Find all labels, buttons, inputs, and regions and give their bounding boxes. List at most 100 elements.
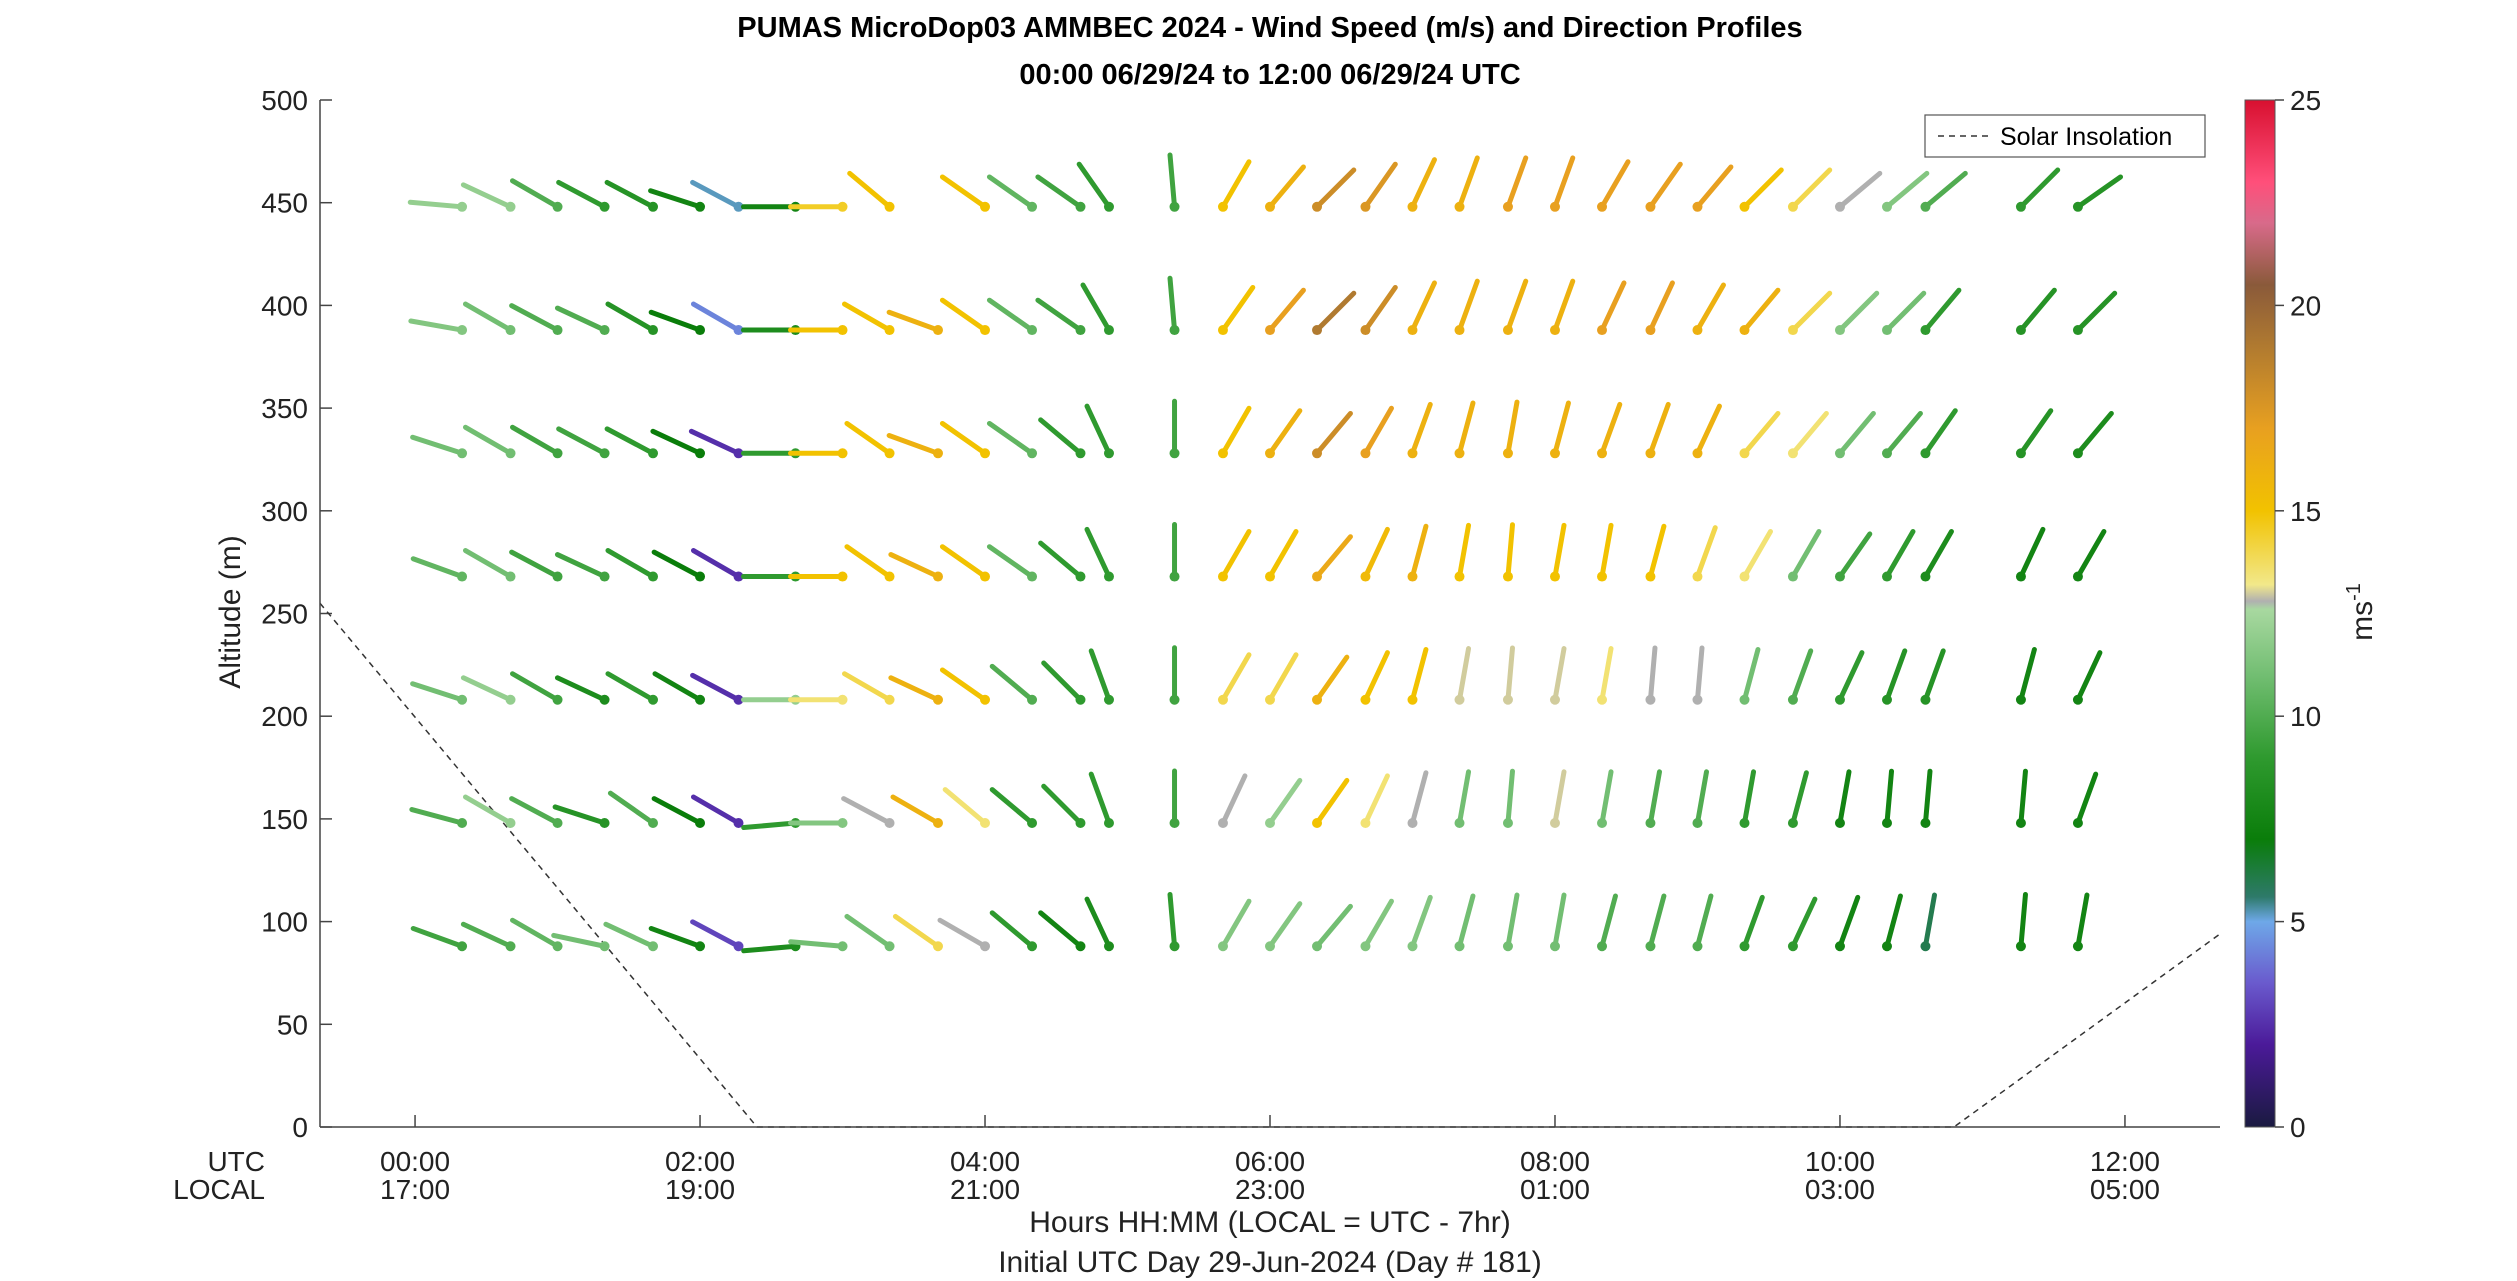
wind-barb	[1597, 769, 1614, 829]
wind-barb	[1084, 896, 1114, 952]
wind-barb-dot	[1645, 818, 1656, 829]
wind-barb	[410, 556, 468, 582]
wind-barb-dot	[1692, 941, 1703, 952]
wind-barb	[1692, 164, 1734, 212]
wind-barb	[1454, 893, 1476, 952]
wind-barb-dot	[1645, 571, 1656, 582]
wind-barb-shaft	[842, 301, 893, 333]
wind-barb-shaft	[2018, 167, 2061, 210]
wind-barb	[605, 671, 659, 705]
colorbar-tick-label: 10	[2290, 701, 2321, 732]
wind-barb-shaft	[1035, 297, 1083, 333]
wind-barb-dot	[648, 201, 659, 212]
wind-barb	[1038, 910, 1086, 952]
wind-barb-shaft	[1362, 284, 1398, 333]
x-tick-label-utc: 12:00	[2090, 1146, 2160, 1177]
wind-barb-shaft	[986, 544, 1035, 580]
wind-barb-dot	[599, 694, 610, 705]
wind-barb-shaft	[892, 913, 941, 949]
wind-barb	[1217, 405, 1252, 459]
wind-barb-dot	[457, 694, 468, 705]
wind-barb-shaft	[556, 426, 608, 456]
wind-barb	[604, 426, 659, 459]
wind-barb-dot	[733, 571, 744, 582]
wind-barb-shaft	[890, 794, 941, 826]
y-tick-label: 50	[277, 1009, 308, 1040]
wind-barb-dot	[1692, 694, 1703, 705]
x-tick-label-local: 21:00	[950, 1174, 1020, 1205]
wind-barb-shaft	[690, 179, 742, 210]
wind-barb	[1407, 647, 1429, 705]
wind-barb-dot	[1103, 201, 1114, 212]
wind-barb	[1169, 768, 1180, 829]
wind-barb-dot	[884, 325, 895, 336]
wind-barb-dot	[1549, 818, 1560, 829]
wind-barb-shaft	[2018, 408, 2054, 456]
wind-barb-dot	[1312, 448, 1323, 459]
wind-barb-dot	[552, 694, 563, 705]
wind-barb-dot	[1920, 818, 1931, 829]
wind-barb-dot	[552, 448, 563, 459]
wind-barb	[2072, 290, 2118, 336]
wind-barb	[1454, 400, 1476, 459]
wind-barb-dot	[1920, 201, 1931, 212]
wind-barb-dot	[1692, 818, 1703, 829]
wind-barb-dot	[1597, 571, 1608, 582]
wind-barb-shaft	[1922, 648, 1946, 703]
wind-barb-shaft	[410, 681, 465, 703]
wind-barb-shaft	[788, 939, 846, 949]
wind-barb-shaft	[1314, 290, 1357, 333]
wind-barb-dot	[1454, 941, 1465, 952]
wind-barb-shaft	[886, 433, 941, 456]
wind-barb-shaft	[1409, 401, 1433, 456]
wind-barb-shaft	[1267, 408, 1303, 456]
wind-barb	[1360, 405, 1394, 459]
wind-barb	[554, 675, 610, 705]
wind-barb-dot	[1075, 694, 1086, 705]
wind-barb-shaft	[509, 796, 561, 826]
wind-barb-dot	[884, 571, 895, 582]
wind-barb-shaft	[1267, 164, 1306, 210]
wind-barb	[1834, 650, 1865, 705]
wind-barb	[509, 303, 563, 336]
wind-barb-dot	[2015, 201, 2026, 212]
wind-barb-shaft	[460, 182, 514, 210]
wind-barb-dot	[552, 941, 563, 952]
wind-barb-shaft	[1362, 650, 1390, 703]
wind-barb-dot	[1739, 694, 1750, 705]
wind-barb	[1645, 161, 1683, 212]
wind-barb-shaft	[1599, 646, 1614, 703]
wind-barb-shaft	[937, 917, 988, 949]
wind-barb	[788, 201, 848, 212]
wind-barb-shaft	[1457, 893, 1476, 949]
wind-barb	[888, 675, 943, 705]
wind-barb-shaft	[986, 174, 1035, 210]
wind-barb	[690, 672, 744, 705]
wind-barb-dot	[457, 818, 468, 829]
wind-barb-shaft	[1884, 648, 1908, 703]
wind-barb-dot	[648, 694, 659, 705]
wind-barb-dot	[1692, 325, 1703, 336]
wind-barb	[1265, 901, 1303, 952]
x-tick-label-local: 23:00	[1235, 1174, 1305, 1205]
wind-barb-shaft	[2075, 290, 2118, 333]
wind-barb-shaft	[939, 667, 988, 703]
wind-barb-dot	[2072, 448, 2083, 459]
wind-barb-dot	[1407, 448, 1418, 459]
wind-barb	[1407, 157, 1437, 212]
wind-barb-shaft	[886, 309, 941, 333]
wind-barb	[1549, 400, 1571, 459]
wind-barb	[605, 548, 659, 582]
wind-barb	[1597, 646, 1614, 705]
wind-barb	[1088, 648, 1114, 705]
wind-barb-dot	[1597, 448, 1608, 459]
wind-barb	[410, 434, 468, 459]
wind-barb-shaft	[939, 174, 988, 210]
wind-barb-shaft	[1220, 528, 1252, 580]
wind-barb-dot	[1027, 571, 1038, 582]
wind-barb-dot	[733, 201, 744, 212]
wind-barb-dot	[837, 941, 848, 952]
wind-barb-shaft	[1362, 526, 1390, 580]
wind-barb-shaft	[1790, 167, 1833, 210]
wind-barb	[460, 182, 516, 212]
